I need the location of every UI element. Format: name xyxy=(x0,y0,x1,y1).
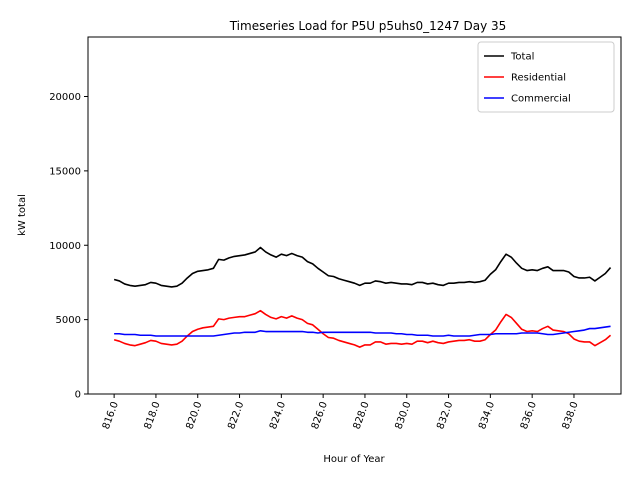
y-tick-label: 0 xyxy=(75,390,81,401)
plot-frame xyxy=(87,36,622,395)
y-tick-label: 15000 xyxy=(49,166,81,177)
series-line-residential xyxy=(113,309,612,348)
series-line-commercial xyxy=(114,325,611,337)
y-axis-label: kW total xyxy=(17,194,28,236)
y-axis-ticks: 0 5000 10000 15000 20000 xyxy=(49,92,88,401)
legend-items: Total Residential Commercial xyxy=(484,52,571,105)
legend-box xyxy=(477,41,615,113)
chart-title: Timeseries Load for P5U p5uhs0_1247 Day … xyxy=(229,19,507,33)
legend-label-residential: Residential xyxy=(511,73,566,84)
plot-content xyxy=(113,246,612,348)
legend-label-commercial: Commercial xyxy=(511,94,571,105)
legend-label-total: Total xyxy=(510,52,534,63)
legend: Total Residential Commercial xyxy=(477,41,615,113)
series-line-total xyxy=(113,246,612,288)
y-tick-label: 5000 xyxy=(56,315,81,326)
y-tick-label: 20000 xyxy=(49,92,81,103)
y-tick-label: 10000 xyxy=(49,241,81,252)
x-axis-label: Hour of Year xyxy=(323,454,385,465)
